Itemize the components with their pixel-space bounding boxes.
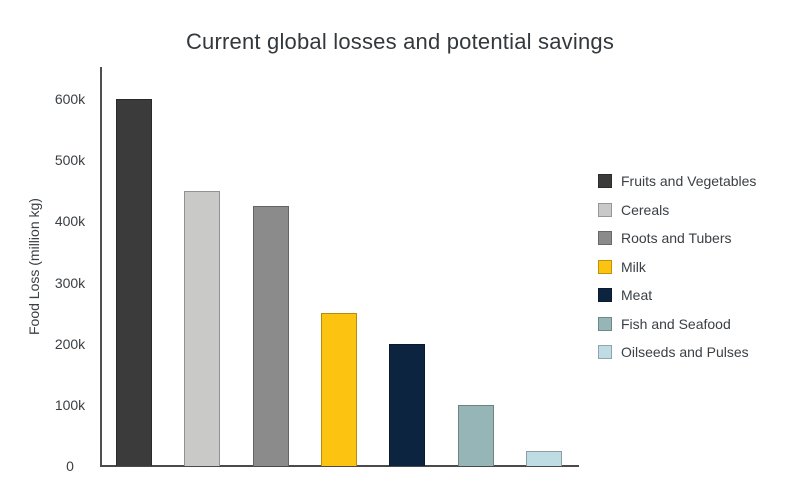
y-axis-line xyxy=(100,67,102,466)
legend-label: Meat xyxy=(621,287,653,303)
y-tick-label-200k: 200k xyxy=(54,335,86,352)
plot-area: 0 100k 200k 300k 400k 500k 600k xyxy=(55,67,579,474)
legend: Fruits and Vegetables Cereals Roots and Tu… xyxy=(598,173,757,360)
y-tick-label-100k: 100k xyxy=(54,396,86,413)
legend-label: Milk xyxy=(621,258,646,275)
legend-item-meat[interactable]: Meat xyxy=(598,287,756,303)
bar-roots-and-tubers[interactable] xyxy=(252,206,289,466)
legend-label: Fruits and Vegetables xyxy=(621,173,757,189)
y-tick-label-600k: 600k xyxy=(54,91,86,107)
legend-label: Fish and Seafood xyxy=(621,315,731,332)
legend-label: Oilseeds and Pulses xyxy=(621,344,749,360)
legend-label: Roots and Tubers xyxy=(621,230,732,246)
legend-item-roots-and-tubers[interactable]: Roots and Tubers xyxy=(598,230,756,246)
legend-label: Cereals xyxy=(621,201,670,218)
bar-cereals[interactable] xyxy=(184,190,221,466)
bars-container xyxy=(100,67,578,466)
legend-swatch-fruits-and-vegetables xyxy=(598,174,612,188)
legend-item-milk[interactable]: Milk xyxy=(598,258,756,275)
y-tick-label-500k: 500k xyxy=(54,152,86,169)
bar-fruits-and-vegetables[interactable] xyxy=(116,99,153,466)
bar-oilseeds-and-pulses[interactable] xyxy=(525,450,562,466)
legend-item-fruits-and-vegetables[interactable]: Fruits and Vegetables xyxy=(598,173,757,189)
legend-swatch-cereals xyxy=(598,202,612,217)
bar-meat[interactable] xyxy=(389,343,426,466)
legend-item-cereals[interactable]: Cereals xyxy=(598,201,756,218)
legend-swatch-roots-and-tubers xyxy=(598,231,612,245)
bar-fish-and-seafood[interactable] xyxy=(457,404,494,466)
legend-swatch-milk xyxy=(598,259,612,274)
legend-swatch-fish-and-seafood xyxy=(598,316,612,331)
y-tick-label-0: 0 xyxy=(66,458,74,474)
legend-swatch-oilseeds-and-pulses xyxy=(598,345,612,359)
y-tick-labels: 0 100k 200k 300k 400k 500k 600k xyxy=(40,67,100,474)
legend-item-fish-and-seafood[interactable]: Fish and Seafood xyxy=(598,315,756,332)
chart-title: Current global losses and potential savi… xyxy=(185,29,615,54)
y-tick-label-400k: 400k xyxy=(54,213,86,230)
x-axis-line xyxy=(100,465,579,467)
legend-item-oilseeds-and-pulses[interactable]: Oilseeds and Pulses xyxy=(598,344,756,360)
bar-milk[interactable] xyxy=(321,313,357,466)
y-tick-label-300k: 300k xyxy=(54,274,86,291)
legend-swatch-meat xyxy=(598,288,612,302)
